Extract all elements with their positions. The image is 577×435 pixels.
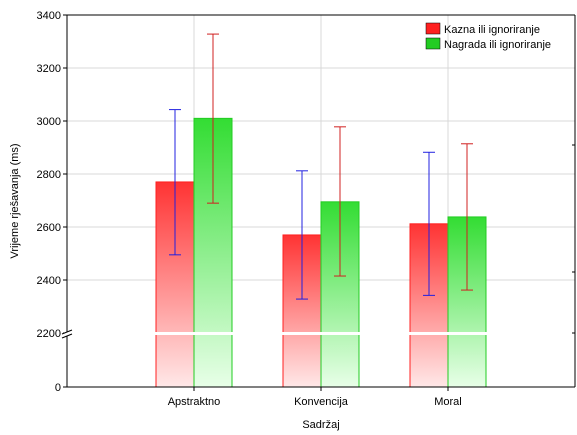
- error-bar: [461, 143, 473, 291]
- x-tick-label: Konvencija: [294, 396, 349, 408]
- error-bars: [169, 33, 473, 300]
- y-tick-label: 2600: [37, 222, 61, 234]
- x-tick-label: Apstraktno: [168, 396, 221, 408]
- x-tick-label: Moral: [434, 396, 462, 408]
- x-axis-label: Sadržaj: [302, 419, 339, 431]
- y-tick-label: 2800: [37, 169, 61, 181]
- y-tick-label: 3200: [37, 63, 61, 75]
- axis-break-mark: [61, 333, 73, 339]
- legend-label: Nagrada ili ignoriranje: [444, 39, 551, 51]
- axis-break-band: [65, 332, 575, 335]
- error-bar: [296, 170, 308, 300]
- axis-break-mark: [61, 329, 73, 335]
- tick-labels: 0 2200 2400 2600 2800 3000 3200 3400 Apstraktno K…: [37, 10, 462, 408]
- y-tick-label: 2200: [37, 328, 61, 340]
- error-bar: [423, 151, 435, 296]
- y-tick-label: 2400: [37, 275, 61, 287]
- y-tick-label: 0: [55, 382, 61, 394]
- axes: [61, 14, 576, 391]
- legend-label: Kazna ili ignoriranje: [444, 24, 540, 36]
- grid: [67, 15, 575, 387]
- bars: [155, 117, 487, 388]
- error-bar: [169, 109, 181, 256]
- error-bar: [207, 33, 219, 204]
- y-tick-label: 3000: [37, 116, 61, 128]
- legend-swatch: [425, 22, 441, 35]
- error-bar: [334, 126, 346, 277]
- y-tick-label: 3400: [37, 10, 61, 22]
- y-axis-label: Vrijeme rješavanja (ms): [9, 143, 21, 258]
- legend-swatch: [425, 37, 441, 50]
- legend: Kazna ili ignoriranje Nagrada ili ignorir…: [425, 22, 551, 51]
